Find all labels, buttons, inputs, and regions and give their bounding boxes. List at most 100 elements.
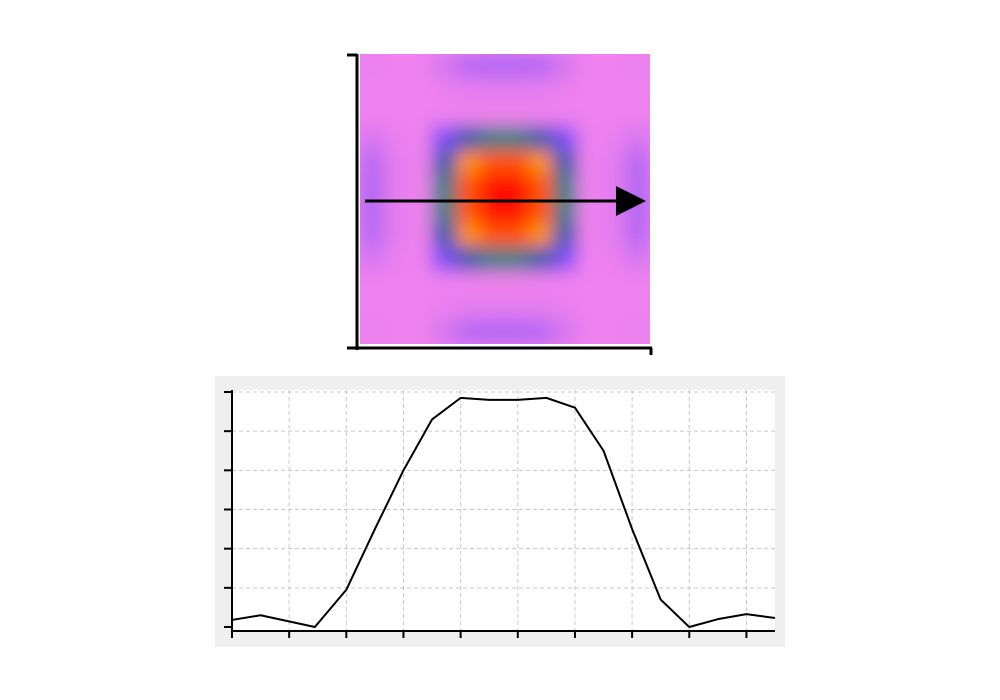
heatmap-cell — [528, 198, 554, 224]
heatmap-cell — [528, 246, 554, 272]
heatmap-cell — [480, 198, 506, 224]
heatmap-cell — [552, 54, 578, 79]
heatmap-cell — [480, 246, 506, 272]
heatmap-cell — [383, 77, 409, 103]
heatmap-cell — [360, 271, 385, 297]
heatmap-cell — [504, 319, 530, 344]
heatmap-cell — [552, 198, 578, 224]
heatmap-cell — [360, 319, 385, 344]
heatmap-cell — [552, 222, 578, 248]
plot-area — [232, 390, 775, 630]
heatmap-cell — [552, 271, 578, 297]
heatmap-cell — [601, 295, 627, 321]
heatmap-cell — [625, 271, 650, 297]
heatmap-cell — [577, 150, 603, 176]
heatmap-cell — [360, 77, 385, 103]
heatmap-cell — [504, 126, 530, 152]
heatmap-cell — [480, 101, 506, 127]
heatmap-cell — [552, 77, 578, 103]
heatmap-cell — [432, 54, 458, 79]
heatmap-cell — [432, 77, 458, 103]
heatmap-cell — [480, 319, 506, 344]
heatmap-cell — [456, 101, 482, 127]
heatmap-cell — [577, 54, 603, 79]
heatmap-cell — [480, 174, 506, 200]
heatmap-cell — [552, 295, 578, 321]
heatmap-cell — [407, 101, 433, 127]
heatmap-cell — [528, 222, 554, 248]
heatmap-cell — [528, 319, 554, 344]
profile-line — [231, 396, 776, 628]
heatmap-cell — [577, 198, 603, 224]
heatmap-cell — [625, 77, 650, 103]
heatmap-cell — [407, 126, 433, 152]
heatmap-cell — [528, 54, 554, 79]
heatmap-cell — [577, 222, 603, 248]
heatmap-cell — [456, 198, 482, 224]
heatmap-cell — [480, 222, 506, 248]
heatmap-cell — [407, 198, 433, 224]
heatmap-cell — [601, 246, 627, 272]
heatmap-cell — [456, 319, 482, 344]
heatmap-cell — [407, 271, 433, 297]
heatmap-cell — [528, 77, 554, 103]
heatmap-cell — [407, 150, 433, 176]
heatmap-cell — [601, 271, 627, 297]
heatmap-cell — [432, 174, 458, 200]
heatmap-cell — [480, 54, 506, 79]
heatmap-cell — [625, 295, 650, 321]
heatmap-cell — [407, 77, 433, 103]
heatmap-cell — [456, 222, 482, 248]
heatmap-cell — [360, 222, 385, 248]
heatmap-cell — [577, 126, 603, 152]
heatmap-cell — [480, 77, 506, 103]
heatmap-cell — [601, 54, 627, 79]
heatmap-cell — [407, 295, 433, 321]
heatmap-cell — [504, 222, 530, 248]
line-plot — [224, 390, 776, 638]
heatmap-cell — [601, 222, 627, 248]
heatmap-cell — [504, 295, 530, 321]
heatmap-cell — [456, 174, 482, 200]
heatmap-cell — [577, 246, 603, 272]
heatmap-cell — [528, 126, 554, 152]
heatmap-cell — [360, 150, 385, 176]
heatmap-cell — [432, 198, 458, 224]
heatmap-cell — [383, 295, 409, 321]
heatmap-cell — [528, 295, 554, 321]
heatmap-cell — [601, 101, 627, 127]
heatmap-cell — [577, 319, 603, 344]
heatmap-cell — [432, 150, 458, 176]
heatmap-cell — [456, 271, 482, 297]
heatmap-cell — [528, 271, 554, 297]
heatmap-cell — [456, 54, 482, 79]
heatmap-cell — [407, 246, 433, 272]
heatmap-cell — [528, 150, 554, 176]
heatmap-cell — [432, 246, 458, 272]
heatmap-cell — [456, 246, 482, 272]
heatmap-cell — [480, 126, 506, 152]
heatmap-axes — [347, 53, 653, 355]
heatmap-cell — [577, 101, 603, 127]
heatmap-cell — [552, 319, 578, 344]
heatmap-cell — [504, 246, 530, 272]
heatmap-cell — [577, 295, 603, 321]
heatmap — [360, 54, 650, 344]
heatmap-cells — [360, 54, 650, 344]
heatmap-cell — [504, 101, 530, 127]
heatmap-cell — [383, 101, 409, 127]
heatmap-cell — [625, 54, 650, 79]
heatmap-cell — [432, 222, 458, 248]
heatmap-cell — [504, 198, 530, 224]
heatmap-cell — [528, 174, 554, 200]
heatmap-cell — [480, 295, 506, 321]
heatmap-cell — [360, 246, 385, 272]
heatmap-cell — [480, 271, 506, 297]
heatmap-cell — [360, 126, 385, 152]
heatmap-cell — [577, 77, 603, 103]
heatmap-cell — [625, 150, 650, 176]
heatmap-cell — [360, 198, 385, 224]
heatmap-cell — [456, 126, 482, 152]
heatmap-cell — [360, 54, 385, 79]
